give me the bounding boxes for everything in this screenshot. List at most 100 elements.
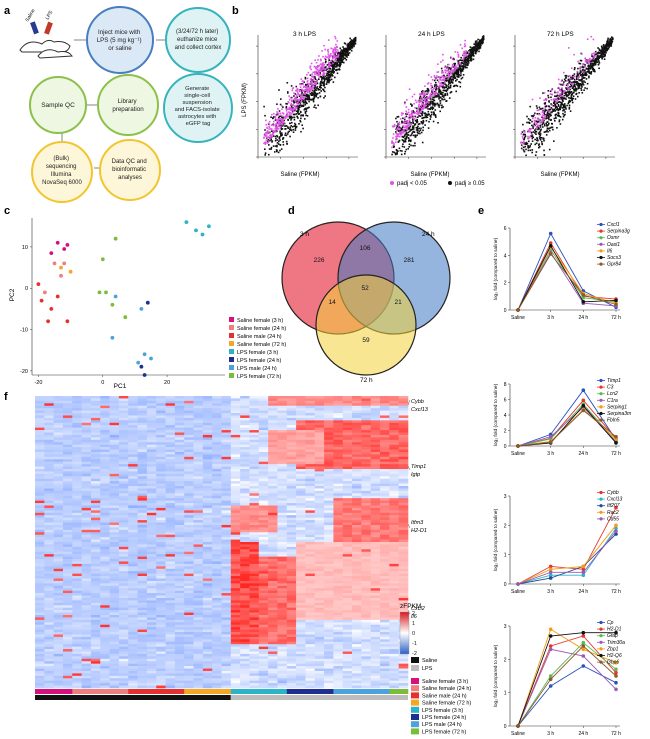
point-sig: [316, 65, 319, 68]
point-sig: [418, 106, 421, 109]
heatmap-cell: [165, 400, 176, 404]
point-nonsig: [342, 46, 344, 48]
point-nonsig: [581, 73, 584, 75]
point-nonsig: [457, 70, 460, 72]
point-sig: [417, 108, 420, 110]
point-nonsig: [415, 107, 418, 110]
heatmap-cell: [212, 430, 222, 433]
point-nonsig: [481, 38, 484, 40]
heatmap-cell: [81, 410, 92, 414]
heatmap-cell: [296, 408, 306, 411]
legend-swatch: [229, 357, 234, 362]
heatmap-cell: [240, 425, 250, 428]
heatmap-cell: [118, 442, 129, 445]
point-nonsig: [301, 92, 303, 94]
point-nonsig: [422, 129, 424, 132]
point-sig: [315, 66, 317, 68]
point-nonsig: [579, 59, 582, 62]
point-sig: [335, 50, 338, 53]
point-nonsig: [611, 38, 613, 40]
point-sig: [311, 88, 313, 91]
heatmap-cell: [81, 430, 92, 433]
point-nonsig: [276, 144, 278, 147]
heatmap-cell: [109, 400, 120, 404]
heatmap-cell: [324, 442, 334, 445]
point-nonsig: [600, 50, 602, 52]
heatmap-cell: [221, 439, 232, 443]
point-nonsig: [418, 115, 420, 117]
point-nonsig: [527, 146, 529, 149]
point-nonsig: [313, 95, 316, 97]
heatmap-cell: [398, 444, 409, 448]
point-nonsig: [453, 58, 455, 61]
point-nonsig: [575, 83, 578, 86]
heatmap-cell: [156, 427, 166, 431]
heatmap-cell: [100, 432, 110, 436]
heatmap-cell: [137, 413, 148, 416]
point-sig: [451, 63, 454, 66]
heatmap-cell: [286, 432, 297, 436]
point-nonsig: [409, 130, 411, 132]
heatmap-cell: [361, 400, 372, 404]
point-nonsig: [574, 98, 577, 100]
panel-b-legend: padj < 0.05 padj ≥ 0.05: [390, 181, 485, 187]
point-nonsig: [407, 148, 409, 150]
point-nonsig: [584, 73, 586, 75]
point-nonsig: [445, 86, 448, 89]
pca-point: [68, 269, 73, 274]
heatmap-cell: [389, 400, 399, 404]
heatmap-cell: [258, 417, 269, 421]
heatmap-cell: [240, 449, 250, 453]
point-nonsig: [609, 37, 612, 40]
point-nonsig: [534, 112, 536, 115]
heatmap-cell: [286, 415, 297, 419]
point-nonsig: [440, 93, 443, 95]
point-nonsig: [325, 78, 328, 80]
point-nonsig: [323, 78, 325, 81]
heatmap-cell: [202, 400, 213, 404]
point-sig: [420, 110, 422, 113]
heatmap-cell: [193, 400, 204, 404]
point-nonsig: [559, 116, 562, 118]
heatmap-cell: [118, 425, 129, 428]
point-sig: [312, 76, 315, 78]
point-nonsig: [551, 122, 553, 125]
heatmap-cell: [184, 432, 194, 436]
heatmap-cell: [314, 417, 325, 421]
point-nonsig: [346, 53, 348, 56]
heatmap-cell: [156, 434, 166, 438]
point-sig: [539, 121, 541, 124]
point-nonsig: [410, 139, 412, 142]
heatmap-cell: [212, 415, 222, 419]
point-sig: [566, 80, 569, 82]
heatmap-cell: [370, 408, 381, 411]
heatmap-cell: [258, 398, 269, 402]
point-sig: [413, 93, 416, 96]
series-point: [581, 640, 586, 645]
point-nonsig: [333, 64, 336, 67]
point-nonsig: [343, 42, 346, 44]
point-nonsig: [548, 100, 550, 102]
heatmap-cell: [352, 434, 362, 438]
point-nonsig: [396, 153, 398, 155]
point-sig: [332, 62, 334, 65]
point-nonsig: [335, 68, 338, 71]
heatmap-cell: [62, 413, 73, 416]
point-nonsig: [611, 36, 613, 38]
point-sig: [522, 137, 524, 140]
dataqc-line-2: bioinformatic: [112, 167, 146, 173]
point-nonsig: [548, 117, 550, 119]
point-sig: [281, 108, 283, 110]
point-nonsig: [339, 64, 342, 66]
point-sig: [405, 110, 407, 113]
heatmap-cell: [333, 403, 344, 407]
point-nonsig: [558, 119, 561, 121]
heatmap-cell: [305, 398, 316, 402]
heatmap-cell: [240, 447, 250, 450]
point-nonsig: [545, 122, 547, 125]
point-sig: [298, 99, 300, 102]
point-sig: [301, 93, 304, 96]
point-nonsig: [538, 143, 540, 145]
point-nonsig: [319, 72, 321, 74]
heatmap-cell: [277, 430, 288, 433]
